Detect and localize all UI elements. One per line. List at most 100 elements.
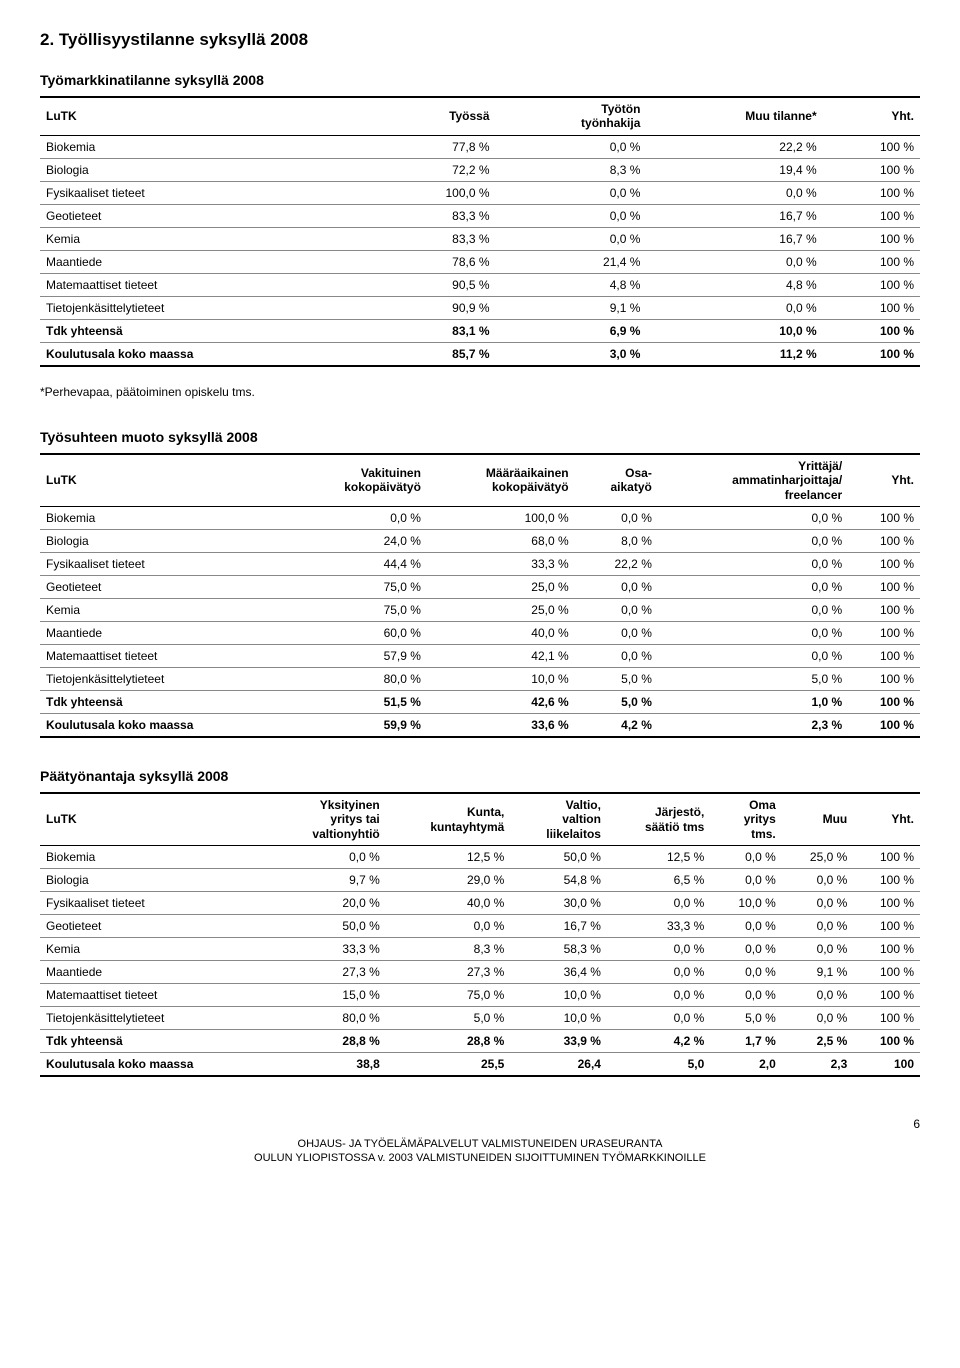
table-cell: 12,5 %	[386, 846, 511, 869]
table-cell: 2,3	[782, 1053, 853, 1077]
table-cell: 44,4 %	[289, 552, 427, 575]
table-cell: 25,5	[386, 1053, 511, 1077]
table-cell: 100 %	[823, 250, 920, 273]
table-cell: 1,0 %	[658, 690, 848, 713]
table-cell: Kemia	[40, 938, 271, 961]
footer-line1: OHJAUS- JA TYÖELÄMÄPALVELUT VALMISTUNEID…	[40, 1137, 920, 1151]
col-header: Järjestö,säätiö tms	[607, 793, 710, 846]
col-header: LuTK	[40, 97, 377, 135]
table-row: Fysikaaliset tieteet100,0 %0,0 %0,0 %100…	[40, 181, 920, 204]
table-cell: Fysikaaliset tieteet	[40, 552, 289, 575]
table-row: Koulutusala koko maassa85,7 %3,0 %11,2 %…	[40, 342, 920, 366]
table-cell: 21,4 %	[496, 250, 647, 273]
table-cell: Maantiede	[40, 961, 271, 984]
table-cell: 2,5 %	[782, 1030, 853, 1053]
table-cell: 22,2 %	[646, 135, 822, 158]
table2: LuTKVakituinenkokopäivätyöMääräaikainenk…	[40, 453, 920, 738]
col-header: Omayritystms.	[710, 793, 781, 846]
table-cell: 100 %	[853, 1030, 920, 1053]
table-cell: 16,7 %	[510, 915, 607, 938]
table-cell: 8,3 %	[496, 158, 647, 181]
table-cell: 100 %	[853, 1007, 920, 1030]
table-cell: 0,0 %	[710, 938, 781, 961]
table-cell: 33,3 %	[607, 915, 710, 938]
footer-line2: OULUN YLIOPISTOSSA v. 2003 VALMISTUNEIDE…	[40, 1151, 920, 1165]
table-cell: 28,8 %	[386, 1030, 511, 1053]
table-cell: 90,5 %	[377, 273, 496, 296]
table-cell: 10,0 %	[427, 667, 575, 690]
table-cell: 9,1 %	[782, 961, 853, 984]
table-cell: 5,0 %	[575, 690, 658, 713]
table-cell: 0,0 %	[658, 552, 848, 575]
table-cell: 42,1 %	[427, 644, 575, 667]
table-cell: 75,0 %	[289, 575, 427, 598]
table-cell: 0,0 %	[658, 598, 848, 621]
table-cell: 4,2 %	[575, 713, 658, 737]
table-cell: 0,0 %	[646, 296, 822, 319]
col-header: Työtöntyönhakija	[496, 97, 647, 135]
table-cell: 0,0 %	[496, 227, 647, 250]
table-cell: Geotieteet	[40, 575, 289, 598]
page-number: 6	[913, 1117, 920, 1133]
table-cell: 42,6 %	[427, 690, 575, 713]
table-cell: 80,0 %	[271, 1007, 386, 1030]
table-cell: 0,0 %	[782, 869, 853, 892]
table-row: Geotieteet75,0 %25,0 %0,0 %0,0 %100 %	[40, 575, 920, 598]
table-cell: 0,0 %	[575, 506, 658, 529]
table-cell: 57,9 %	[289, 644, 427, 667]
table-cell: 9,7 %	[271, 869, 386, 892]
table-cell: 10,0 %	[646, 319, 822, 342]
table-cell: 100 %	[823, 342, 920, 366]
table-cell: 0,0 %	[710, 869, 781, 892]
table-cell: 5,0 %	[658, 667, 848, 690]
table-cell: 0,0 %	[607, 1007, 710, 1030]
col-header: Yht.	[848, 454, 920, 507]
table-cell: Geotieteet	[40, 915, 271, 938]
table-cell: 100 %	[823, 181, 920, 204]
table-cell: Tietojenkäsittelytieteet	[40, 1007, 271, 1030]
table-row: Geotieteet83,3 %0,0 %16,7 %100 %	[40, 204, 920, 227]
table-cell: 3,0 %	[496, 342, 647, 366]
table-row: Maantiede60,0 %40,0 %0,0 %0,0 %100 %	[40, 621, 920, 644]
table-cell: 100 %	[848, 598, 920, 621]
table-cell: 36,4 %	[510, 961, 607, 984]
table-cell: 25,0 %	[427, 575, 575, 598]
table-cell: 10,0 %	[510, 984, 607, 1007]
table-cell: 5,0 %	[386, 1007, 511, 1030]
table-row: Maantiede27,3 %27,3 %36,4 %0,0 %0,0 %9,1…	[40, 961, 920, 984]
section-title: 2. Työllisyystilanne syksyllä 2008	[40, 30, 920, 50]
table-cell: Matemaattiset tieteet	[40, 984, 271, 1007]
table-cell: Tietojenkäsittelytieteet	[40, 296, 377, 319]
table-cell: 0,0 %	[658, 529, 848, 552]
table-cell: 0,0 %	[607, 892, 710, 915]
col-header: LuTK	[40, 454, 289, 507]
table-cell: 0,0 %	[710, 961, 781, 984]
table-cell: 83,3 %	[377, 204, 496, 227]
table-cell: 100 %	[848, 621, 920, 644]
table-cell: 78,6 %	[377, 250, 496, 273]
table-cell: 11,2 %	[646, 342, 822, 366]
table-cell: 8,0 %	[575, 529, 658, 552]
table-cell: Biokemia	[40, 506, 289, 529]
table-cell: Maantiede	[40, 621, 289, 644]
table-cell: 4,2 %	[607, 1030, 710, 1053]
table-cell: 0,0 %	[646, 250, 822, 273]
table-cell: 83,3 %	[377, 227, 496, 250]
table-cell: 5,0 %	[575, 667, 658, 690]
table-cell: 0,0 %	[710, 915, 781, 938]
table-cell: 100 %	[853, 915, 920, 938]
col-header: Vakituinenkokopäivätyö	[289, 454, 427, 507]
table-row: Biokemia77,8 %0,0 %22,2 %100 %	[40, 135, 920, 158]
table-row: Matemaattiset tieteet15,0 %75,0 %10,0 %0…	[40, 984, 920, 1007]
table-cell: 100 %	[848, 644, 920, 667]
table3-title: Päätyönantaja syksyllä 2008	[40, 768, 920, 784]
col-header: LuTK	[40, 793, 271, 846]
table-cell: 60,0 %	[289, 621, 427, 644]
table-row: Biokemia0,0 %12,5 %50,0 %12,5 %0,0 %25,0…	[40, 846, 920, 869]
table-cell: 72,2 %	[377, 158, 496, 181]
table-cell: Matemaattiset tieteet	[40, 273, 377, 296]
table-row: Tietojenkäsittelytieteet90,9 %9,1 %0,0 %…	[40, 296, 920, 319]
table-cell: 0,0 %	[782, 938, 853, 961]
table-cell: Kemia	[40, 598, 289, 621]
table-cell: 4,8 %	[496, 273, 647, 296]
